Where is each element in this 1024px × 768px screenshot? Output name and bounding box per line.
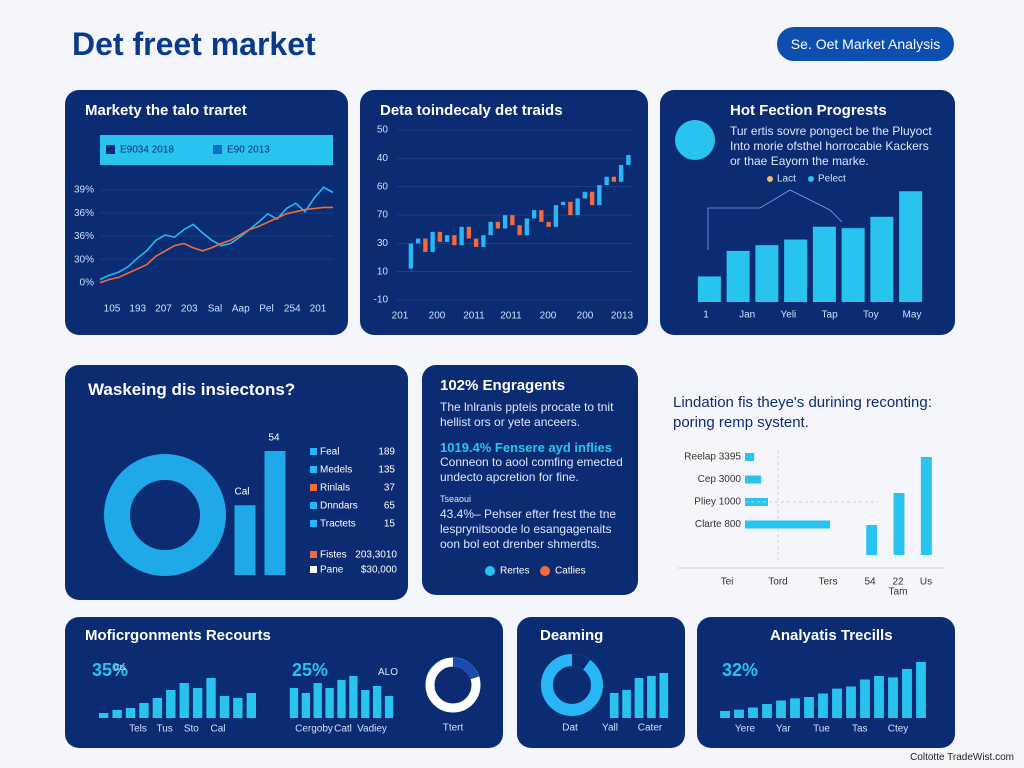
stat: 32% xyxy=(722,660,759,680)
panel xyxy=(697,617,955,748)
panel-title: Analyatis Trecills xyxy=(770,627,893,644)
label: Tord xyxy=(768,577,787,588)
bar xyxy=(745,453,755,461)
stat: 35% xyxy=(92,660,129,680)
label: Reelap 3395 xyxy=(684,452,741,463)
bar xyxy=(745,475,762,484)
label: Pliey 1000 xyxy=(694,497,741,508)
panel-title: Hot Fection Progrests xyxy=(730,102,887,119)
panel-text: Tur ertis sovre pongect be the Pluyoct I… xyxy=(730,124,932,168)
bar xyxy=(920,457,932,555)
panel-text: 43.4%– Pehser efter frest the tne lespry… xyxy=(440,507,617,551)
footer: Coltotte TradeWist.com xyxy=(910,752,1014,763)
bar xyxy=(745,498,768,506)
panel-text: Conneon to aool comfing emected undecto … xyxy=(440,455,623,484)
label: Tam xyxy=(889,587,908,598)
caption: Tseaoui xyxy=(440,494,472,504)
panel-title: Markety the talo trartet xyxy=(85,102,247,119)
panel xyxy=(360,90,648,335)
section-title: Lindation fis theye's durining reconting… xyxy=(673,394,932,431)
bar xyxy=(893,493,905,555)
panel-title: Deta toindecaly det traids xyxy=(380,102,563,119)
page-title: Det freet market xyxy=(72,26,316,62)
stat-note: Cts xyxy=(114,663,126,672)
panel-text: The lnlranis ppteis procate to tnit hell… xyxy=(440,400,614,429)
label: Clarte 800 xyxy=(695,519,742,530)
label: Cep 3000 xyxy=(698,474,742,485)
panel xyxy=(65,365,408,600)
label: Ters xyxy=(819,577,838,588)
panel-title: Moficrgonments Recourts xyxy=(85,627,271,644)
bar xyxy=(866,525,878,555)
label: 22 xyxy=(892,577,904,588)
stat: 25% xyxy=(292,660,329,680)
panel-title: Waskeing dis insiectons? xyxy=(88,380,296,399)
panel xyxy=(422,365,638,595)
analysis-button[interactable]: Se. Oet Market Analysis xyxy=(777,27,954,61)
note: ALO xyxy=(378,667,399,678)
label: 54 xyxy=(864,577,876,588)
panel-title: 102% Engragents xyxy=(440,377,566,394)
label: Us xyxy=(920,577,932,588)
label: Tei xyxy=(721,577,734,588)
stat: 1019.4% Fensere ayd inflies xyxy=(440,440,612,455)
panel xyxy=(65,90,348,335)
panel-title: Deaming xyxy=(540,627,604,644)
bar xyxy=(745,520,831,529)
